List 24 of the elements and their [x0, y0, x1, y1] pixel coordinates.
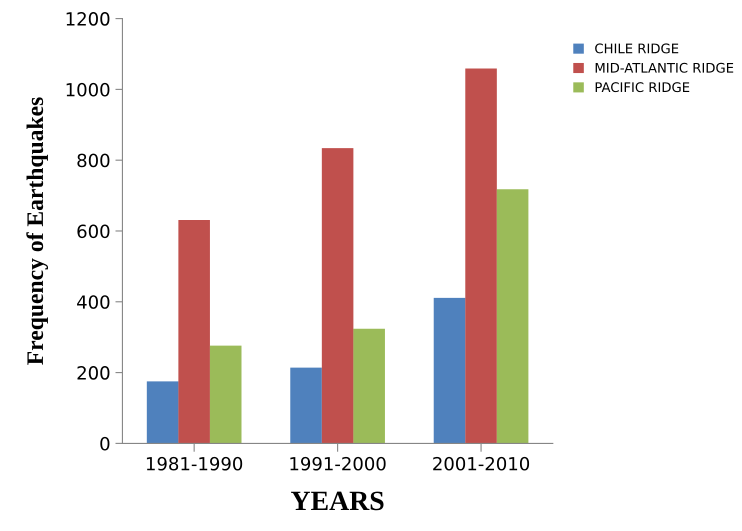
x-tick-label: 1991-2000	[290, 456, 386, 471]
y-tick-label: 1000	[66, 82, 110, 96]
bar	[178, 220, 210, 444]
bar	[146, 381, 178, 444]
x-axis-title: YEARS	[291, 492, 384, 510]
x-tick-label: 1981-1990	[146, 456, 242, 471]
y-tick-label: 400	[77, 295, 110, 309]
y-tick-label: 800	[77, 154, 110, 168]
bar	[434, 298, 466, 444]
legend-label: CHILE RIDGE	[595, 43, 678, 54]
bar	[210, 346, 242, 444]
x-tick-label: 2001-2010	[433, 456, 530, 471]
y-tick-label: 1200	[66, 12, 110, 26]
legend-label: MID-ATLANTIC RIDGE	[596, 62, 734, 73]
y-axis-title: Frequency of Earthquakes	[26, 97, 48, 365]
y-tick-label: 200	[77, 366, 110, 380]
legend-label: PACIFIC RIDGE	[596, 82, 690, 92]
bar	[290, 368, 322, 444]
bar	[353, 328, 385, 444]
y-tick-label: 600	[77, 224, 110, 238]
bar	[496, 189, 528, 444]
y-tick-label: 0	[100, 436, 110, 450]
bar	[322, 148, 354, 444]
bar	[465, 68, 497, 444]
